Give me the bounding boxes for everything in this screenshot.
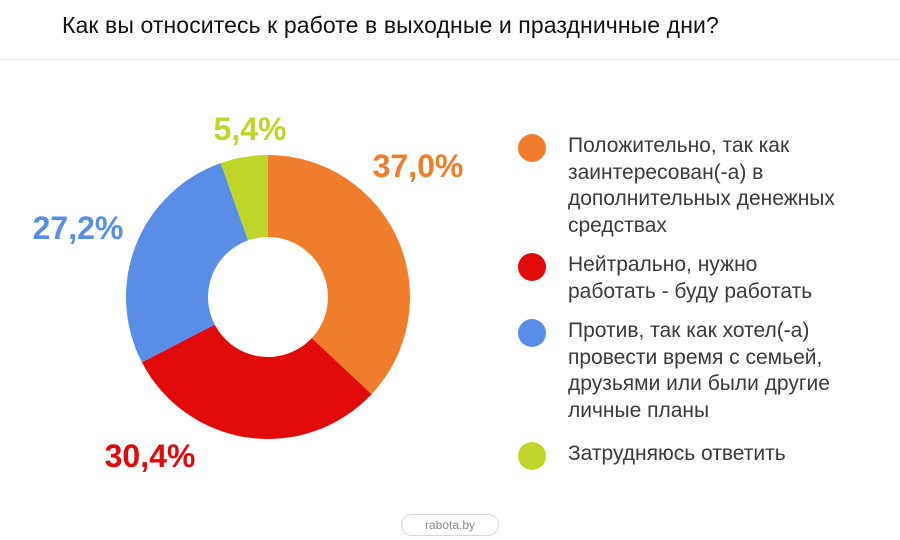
- legend-label: Затрудняюсь ответить: [568, 441, 888, 468]
- legend-label-line: Затрудняюсь ответить: [568, 442, 786, 465]
- legend-label-line: Нейтрально, нужно: [568, 253, 758, 276]
- slice-positive: [268, 155, 410, 395]
- legend-label: Нейтрально, нужно работать - буду работат…: [568, 252, 888, 305]
- donut-chart: 37,0% 30,4% 27,2% 5,4%: [33, 111, 464, 474]
- legend-label-line: дополнительных денежных: [568, 187, 835, 210]
- label-against-percent: 27,2%: [33, 210, 124, 246]
- red-dot-icon: [518, 253, 546, 281]
- legend-label-line: друзьями или были другие: [568, 372, 830, 395]
- legend-label-line: Положительно, так как: [568, 134, 790, 157]
- title-divider: [0, 59, 900, 60]
- slice-against: [126, 163, 249, 363]
- green-dot-icon: [518, 442, 546, 470]
- legend-label-line: Против, так как хотел(-а): [568, 319, 810, 342]
- percentage-labels: 37,0% 30,4% 27,2% 5,4%: [33, 111, 464, 474]
- orange-dot-icon: [518, 134, 546, 162]
- legend-label-line: провести время с семьей,: [568, 345, 823, 369]
- legend-label-line: заинтересован(-а) в: [568, 160, 764, 184]
- legend-label-line: средствах: [568, 213, 667, 237]
- blue-dot-icon: [518, 319, 546, 347]
- slice-undecided: [220, 155, 268, 241]
- legend-label-line: работать - буду работать: [568, 279, 813, 303]
- source-badge: rabota.by: [401, 514, 499, 536]
- legend-label-line: личные планы: [568, 398, 710, 422]
- label-positive-percent: 37,0%: [373, 148, 464, 184]
- donut-slices: [126, 155, 410, 439]
- label-neutral-percent: 30,4%: [105, 438, 196, 474]
- legend-label: Против, так как хотел(-а) провести время …: [568, 318, 888, 424]
- legend-label: Положительно, так как заинтересован(-а) в…: [568, 133, 888, 239]
- slice-neutral: [141, 324, 372, 439]
- chart-title: Как вы относитесь к работе в выходные и …: [62, 12, 719, 38]
- label-undecided-percent: 5,4%: [214, 111, 287, 147]
